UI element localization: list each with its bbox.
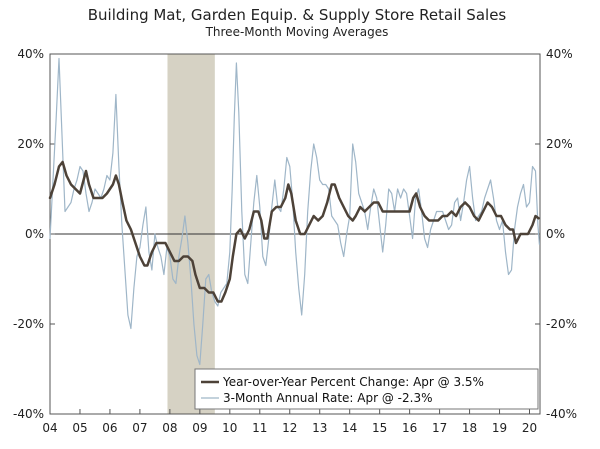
x-tick-label: 04 (42, 421, 57, 435)
x-tick-label: 07 (132, 421, 147, 435)
y-tick-label-right: -40% (546, 407, 577, 421)
x-tick-label: 11 (252, 421, 267, 435)
y-tick-label-left: 40% (17, 47, 44, 61)
x-tick-label: 13 (312, 421, 327, 435)
x-tick-label: 06 (102, 421, 117, 435)
legend: Year-over-Year Percent Change: Apr @ 3.5… (194, 368, 539, 410)
chart-title: Building Mat, Garden Equip. & Supply Sto… (88, 6, 507, 24)
x-tick-label: 10 (222, 421, 237, 435)
y-tick-label-left: 0% (25, 227, 44, 241)
x-tick-label: 12 (282, 421, 297, 435)
x-tick-label: 16 (402, 421, 417, 435)
axes-layer: 40% 40%20% 20%0% 0%-20% -20%-40% -40%04 05 06 07… (13, 47, 577, 435)
x-tick-label: 20 (522, 421, 537, 435)
series-line-yoy (48, 160, 540, 303)
chart-subtitle: Three-Month Moving Averages (205, 25, 389, 39)
legend-label: 3-Month Annual Rate: Apr @ -2.3% (223, 391, 433, 405)
y-tick-label-right: 0% (546, 227, 565, 241)
y-tick-label-right: -20% (546, 317, 577, 331)
y-tick-label-left: 20% (17, 137, 44, 151)
x-tick-label: 17 (432, 421, 447, 435)
y-tick-label-left: -20% (13, 317, 44, 331)
series-layer (48, 57, 540, 366)
y-tick-label-right: 20% (546, 137, 573, 151)
x-tick-label: 18 (462, 421, 477, 435)
x-tick-label: 08 (162, 421, 177, 435)
legend-box (194, 368, 539, 410)
x-tick-label: 15 (372, 421, 387, 435)
x-tick-label: 19 (492, 421, 507, 435)
y-tick-label-left: -40% (13, 407, 44, 421)
x-tick-label: 09 (192, 421, 207, 435)
x-tick-label: 14 (342, 421, 357, 435)
y-tick-label-right: 40% (546, 47, 573, 61)
x-tick-label: 05 (72, 421, 87, 435)
legend-label: Year-over-Year Percent Change: Apr @ 3.5… (222, 375, 484, 389)
